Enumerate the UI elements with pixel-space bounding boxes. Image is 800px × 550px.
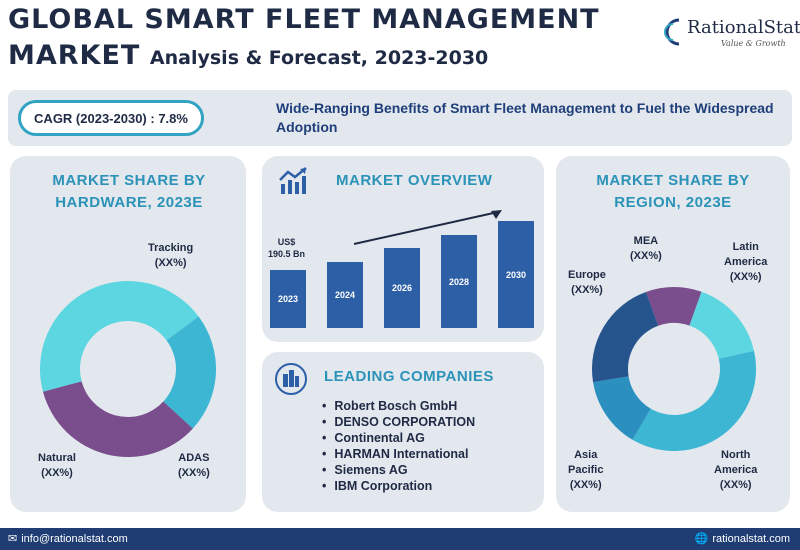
footer-email[interactable]: ✉ info@rationalstat.com bbox=[8, 533, 128, 545]
hardware-slice-tracking bbox=[40, 281, 199, 392]
hardware-donut-chart bbox=[40, 281, 217, 458]
region-label-north-america: North America (XX%) bbox=[714, 449, 758, 491]
list-item: HARMAN International bbox=[322, 446, 475, 462]
trend-arrow-icon bbox=[353, 210, 502, 245]
list-item: Siemens AG bbox=[322, 462, 475, 478]
logo-name: RationalStat bbox=[687, 17, 800, 38]
growth-chart-icon bbox=[279, 167, 307, 194]
hardware-slice-natural bbox=[42, 381, 193, 458]
region-slice-north-america bbox=[632, 350, 756, 451]
title-market-word: MARKET bbox=[8, 40, 141, 71]
overview-bar-2028: 2028 bbox=[441, 235, 477, 328]
logo-mark-icon bbox=[664, 18, 680, 46]
list-item: Continental AG bbox=[322, 430, 475, 446]
companies-panel-title: LEADING COMPANIES bbox=[324, 368, 494, 385]
list-item: Robert Bosch GmbH bbox=[322, 398, 475, 414]
globe-icon: 🌐 bbox=[694, 533, 709, 545]
hardware-label-tracking: Tracking (XX%) bbox=[148, 242, 194, 269]
overview-bar-2023: 2023 bbox=[270, 270, 306, 328]
cagr-banner: CAGR (2023-2030) : 7.8% Wide-Ranging Ben… bbox=[8, 90, 792, 146]
footer-website[interactable]: 🌐 rationalstat.com bbox=[694, 533, 790, 545]
overview-bar-2030: 2030 bbox=[498, 221, 534, 328]
overview-value-label: US$ 190.5 Bn bbox=[268, 237, 306, 259]
region-slice-europe bbox=[592, 291, 659, 383]
region-panel-title: MARKET SHARE BY REGION, 2023E bbox=[596, 172, 750, 211]
footer-bar: ✉ info@rationalstat.com 🌐 rationalstat.com bbox=[0, 528, 800, 550]
companies-list: Robert Bosch GmbH DENSO CORPORATION Cont… bbox=[322, 398, 475, 494]
market-overview-panel: MARKET OVERVIEW US$ 190.5 Bn 2023 2024 202… bbox=[262, 156, 544, 342]
bar-year-label: 2028 bbox=[448, 276, 470, 287]
region-slice-latin-america bbox=[689, 291, 754, 359]
overview-bar-chart: 2023 2024 2026 2028 2030 bbox=[270, 212, 534, 328]
bar-year-label: 2030 bbox=[505, 269, 527, 280]
region-donut-chart bbox=[592, 287, 756, 451]
hardware-panel-title: MARKET SHARE BY HARDWARE, 2023E bbox=[52, 172, 206, 211]
title-analysis-forecast: Analysis & Forecast, 2023-2030 bbox=[149, 47, 489, 69]
cagr-badge: CAGR (2023-2030) : 7.8% bbox=[18, 100, 204, 136]
region-slice-asia-pacific bbox=[593, 376, 651, 440]
hardware-label-natural: Natural (XX%) bbox=[38, 452, 76, 479]
list-item: IBM Corporation bbox=[322, 478, 475, 494]
list-item: DENSO CORPORATION bbox=[322, 414, 475, 430]
hardware-slice-adas bbox=[163, 316, 217, 429]
region-slice-mea bbox=[645, 287, 702, 326]
mail-icon: ✉ bbox=[8, 533, 18, 545]
company-logo: RationalStat Value & Growth bbox=[659, 14, 800, 50]
bar-year-label: 2023 bbox=[277, 294, 299, 304]
page-subtitle: MARKET Analysis & Forecast, 2023-2030 bbox=[8, 40, 488, 71]
region-label-asia-pacific: Asia Pacific (XX%) bbox=[568, 449, 604, 491]
region-label-latin-america: Latin America (XX%) bbox=[724, 241, 768, 283]
region-label-mea: MEA (XX%) bbox=[630, 235, 662, 262]
banner-headline: Wide-Ranging Benefits of Smart Fleet Man… bbox=[276, 100, 774, 135]
logo-tagline: Value & Growth bbox=[721, 39, 786, 48]
overview-bar-2026: 2026 bbox=[384, 248, 420, 328]
hardware-share-panel: MARKET SHARE BY HARDWARE, 2023E Tracking… bbox=[10, 156, 246, 512]
overview-bar-2024: 2024 bbox=[327, 262, 363, 328]
overview-panel-title: MARKET OVERVIEW bbox=[336, 172, 493, 189]
page-title: GLOBAL SMART FLEET MANAGEMENT bbox=[8, 4, 600, 35]
building-icon bbox=[275, 363, 307, 395]
hardware-label-adas: ADAS (XX%) bbox=[178, 452, 210, 479]
region-label-europe: Europe (XX%) bbox=[568, 269, 606, 296]
leading-companies-panel: LEADING COMPANIES Robert Bosch GmbH DENS… bbox=[262, 352, 544, 512]
bar-year-label: 2026 bbox=[391, 283, 413, 293]
region-share-panel: MARKET SHARE BY REGION, 2023E MEA (XX%) … bbox=[556, 156, 790, 512]
bar-year-label: 2024 bbox=[334, 290, 356, 300]
